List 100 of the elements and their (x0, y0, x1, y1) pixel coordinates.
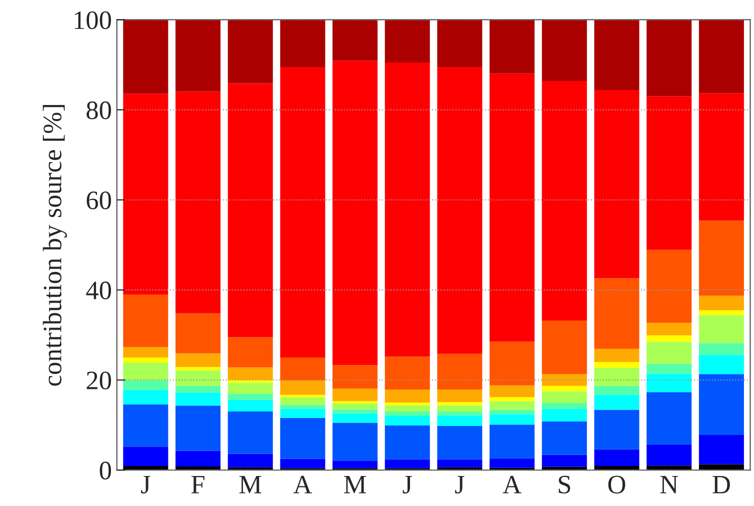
bar (384, 62, 430, 357)
bar (384, 20, 430, 63)
bar (490, 20, 535, 74)
bar (542, 80, 587, 321)
bar (437, 354, 482, 390)
bar (542, 421, 587, 455)
bar (437, 459, 482, 468)
bar (646, 392, 692, 444)
bar (594, 394, 640, 410)
x-tick-label: J (455, 476, 464, 494)
bar (646, 342, 692, 364)
bar (280, 357, 326, 380)
bar (646, 20, 692, 96)
bar (594, 278, 640, 349)
x-tick-label: D (712, 476, 730, 494)
bar (175, 91, 221, 314)
bar (646, 374, 692, 392)
bar (646, 250, 692, 323)
bar (698, 464, 744, 470)
y-axis-title: contribution by source [%] (42, 105, 67, 386)
bar (384, 459, 430, 468)
bar (542, 454, 587, 467)
bar (123, 94, 168, 294)
bar (698, 20, 744, 94)
bar (698, 354, 744, 374)
bar (228, 382, 273, 394)
bar (490, 401, 535, 410)
bar (594, 386, 640, 395)
bar (280, 458, 326, 468)
bar (280, 408, 326, 418)
bar (542, 391, 587, 403)
bar (384, 389, 430, 403)
bar (123, 390, 168, 404)
bar (542, 20, 587, 81)
bar (698, 296, 744, 310)
bar (384, 405, 430, 412)
bar (280, 404, 326, 409)
x-tick-label: A (293, 476, 312, 494)
bar (490, 385, 535, 398)
bar (437, 20, 482, 68)
x-tick-label: O (608, 476, 626, 494)
x-tick-label: S (558, 476, 570, 494)
bar (332, 365, 378, 389)
bar (698, 310, 744, 316)
x-tick-label: J (402, 476, 412, 494)
bar (542, 374, 587, 386)
bar (175, 366, 221, 370)
y-tick-label: 40 (86, 282, 112, 300)
bar (228, 83, 273, 338)
bar (594, 368, 640, 386)
bar (490, 410, 535, 414)
bar (542, 402, 587, 409)
bar (542, 386, 587, 392)
bar (228, 367, 273, 380)
bar (384, 402, 430, 406)
bar (384, 412, 430, 416)
bar (123, 357, 168, 362)
bar (280, 397, 326, 405)
x-tick-label: J (141, 476, 150, 494)
bar (594, 20, 640, 90)
bar (332, 409, 378, 414)
bar (698, 93, 744, 221)
y-tick-label: 0 (100, 462, 112, 480)
bar (332, 460, 378, 468)
bar (123, 446, 168, 466)
bar (437, 412, 482, 416)
bar (332, 413, 378, 423)
y-tick-label: 60 (86, 191, 112, 210)
bar (646, 444, 692, 466)
bar (698, 220, 744, 296)
bar (332, 20, 378, 61)
bar (228, 394, 273, 400)
bar (490, 342, 535, 386)
bar (437, 67, 482, 354)
bar (646, 335, 692, 342)
bar (175, 20, 221, 92)
bar (594, 449, 640, 466)
bar (123, 380, 168, 390)
y-tick-label: 20 (86, 372, 112, 390)
bar (384, 356, 430, 390)
x-tick-label: M (344, 476, 366, 494)
bar (490, 397, 535, 402)
bar (437, 389, 482, 402)
bar (490, 414, 535, 425)
y-tick-label: 100 (74, 11, 112, 30)
bar (175, 386, 221, 393)
bar (280, 67, 326, 358)
bar (594, 362, 640, 368)
bar (437, 416, 482, 426)
bar (175, 392, 221, 406)
bar (332, 403, 378, 410)
bar (490, 424, 535, 458)
bar (175, 370, 221, 386)
bar (646, 322, 692, 336)
bar (228, 20, 273, 84)
bar (228, 337, 273, 368)
bar (280, 380, 326, 395)
bar (175, 450, 221, 466)
bar (332, 388, 378, 402)
bar (175, 353, 221, 367)
